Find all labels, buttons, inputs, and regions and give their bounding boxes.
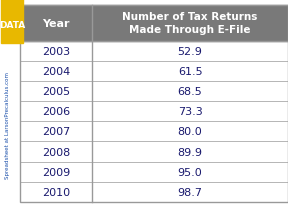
Text: 2008: 2008 xyxy=(42,147,70,157)
Bar xyxy=(20,162,92,182)
Bar xyxy=(92,82,288,102)
Bar xyxy=(92,102,288,122)
Text: 68.5: 68.5 xyxy=(178,86,202,96)
Text: 2010: 2010 xyxy=(42,187,70,197)
Bar xyxy=(92,182,288,202)
Text: 73.3: 73.3 xyxy=(178,107,202,117)
Bar xyxy=(20,41,92,61)
Bar xyxy=(92,41,288,61)
Text: 61.5: 61.5 xyxy=(178,67,202,76)
Text: 2003: 2003 xyxy=(42,47,70,56)
Bar xyxy=(92,6,288,41)
Text: 80.0: 80.0 xyxy=(178,127,202,137)
Bar xyxy=(92,142,288,162)
Bar xyxy=(92,61,288,82)
Bar xyxy=(20,142,92,162)
Text: 98.7: 98.7 xyxy=(178,187,202,197)
Text: 2007: 2007 xyxy=(42,127,70,137)
Text: 2005: 2005 xyxy=(42,86,70,96)
Bar xyxy=(92,162,288,182)
Bar xyxy=(20,102,92,122)
Text: 95.0: 95.0 xyxy=(178,167,202,177)
Text: 2006: 2006 xyxy=(42,107,70,117)
Bar xyxy=(92,122,288,142)
Bar xyxy=(20,6,92,41)
Text: Number of Tax Returns
Made Through E-File: Number of Tax Returns Made Through E-Fil… xyxy=(122,12,258,35)
Bar xyxy=(20,61,92,82)
Text: 52.9: 52.9 xyxy=(178,47,202,56)
Text: DATA: DATA xyxy=(0,21,25,30)
Text: Spreadsheet at LarsonPrecalculus.com: Spreadsheet at LarsonPrecalculus.com xyxy=(5,71,10,178)
Bar xyxy=(20,122,92,142)
Text: 2009: 2009 xyxy=(42,167,70,177)
Text: Year: Year xyxy=(42,19,70,29)
Bar xyxy=(20,182,92,202)
Bar xyxy=(20,82,92,102)
Text: 2004: 2004 xyxy=(42,67,70,76)
Text: 89.9: 89.9 xyxy=(178,147,202,157)
Bar xyxy=(1,0,23,43)
